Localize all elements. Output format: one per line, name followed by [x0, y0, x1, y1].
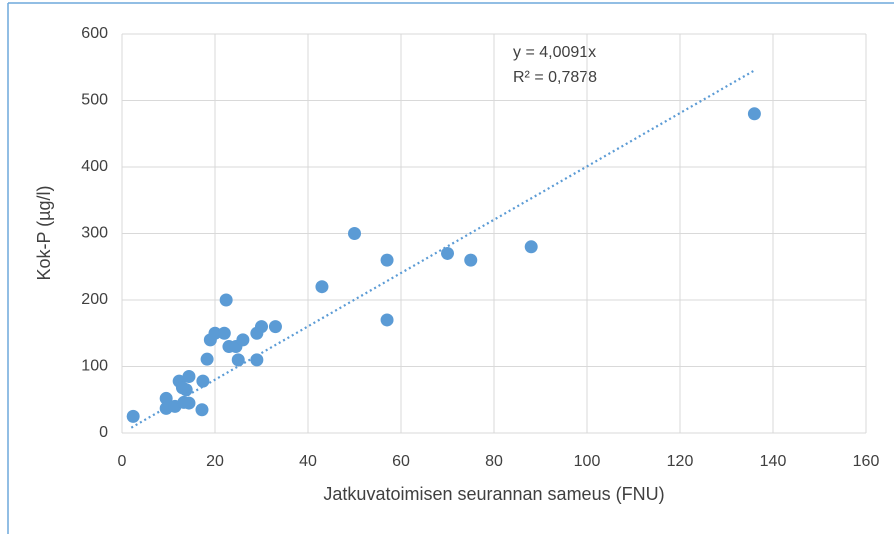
- r2-label: R² = 0,7878: [513, 69, 597, 86]
- point: [182, 369, 196, 383]
- point: [380, 253, 394, 267]
- point: [196, 374, 210, 388]
- point: [219, 293, 233, 307]
- point: [464, 253, 478, 267]
- x-tick-label: 160: [853, 453, 880, 470]
- point: [255, 320, 268, 334]
- point: [182, 396, 196, 410]
- y-tick-label: 600: [81, 25, 108, 42]
- point: [159, 391, 173, 405]
- equation-label: y = 4,0091x: [513, 44, 596, 61]
- y-axis-label: Kok-P (µg/l): [34, 185, 54, 280]
- y-tick-label: 400: [81, 158, 108, 175]
- x-tick-label: 40: [299, 453, 317, 470]
- point: [268, 320, 282, 334]
- x-tick-label: 80: [485, 453, 503, 470]
- point: [175, 381, 189, 395]
- point: [126, 409, 140, 423]
- point: [250, 353, 264, 367]
- point: [441, 246, 454, 260]
- y-tick-label: 300: [81, 225, 108, 242]
- point: [231, 353, 245, 367]
- point: [380, 313, 394, 327]
- y-tick-label: 100: [81, 358, 108, 375]
- point: [200, 352, 214, 366]
- x-tick-label: 20: [206, 453, 224, 470]
- x-tick-label: 0: [118, 453, 127, 470]
- point: [195, 403, 209, 417]
- x-tick-label: 60: [392, 453, 410, 470]
- point: [217, 326, 231, 340]
- x-axis-label: Jatkuvatoimisen seurannan sameus (FNU): [323, 484, 664, 504]
- y-tick-label: 500: [81, 92, 108, 109]
- point: [747, 107, 761, 121]
- x-tick-label: 100: [574, 453, 601, 470]
- point: [524, 240, 538, 254]
- point: [236, 333, 250, 347]
- point: [208, 326, 222, 340]
- y-tick-label: 0: [99, 424, 108, 441]
- point: [315, 280, 329, 294]
- x-tick-label: 140: [760, 453, 787, 470]
- y-tick-label: 200: [81, 291, 108, 308]
- x-tick-label: 120: [667, 453, 694, 470]
- point: [348, 227, 361, 240]
